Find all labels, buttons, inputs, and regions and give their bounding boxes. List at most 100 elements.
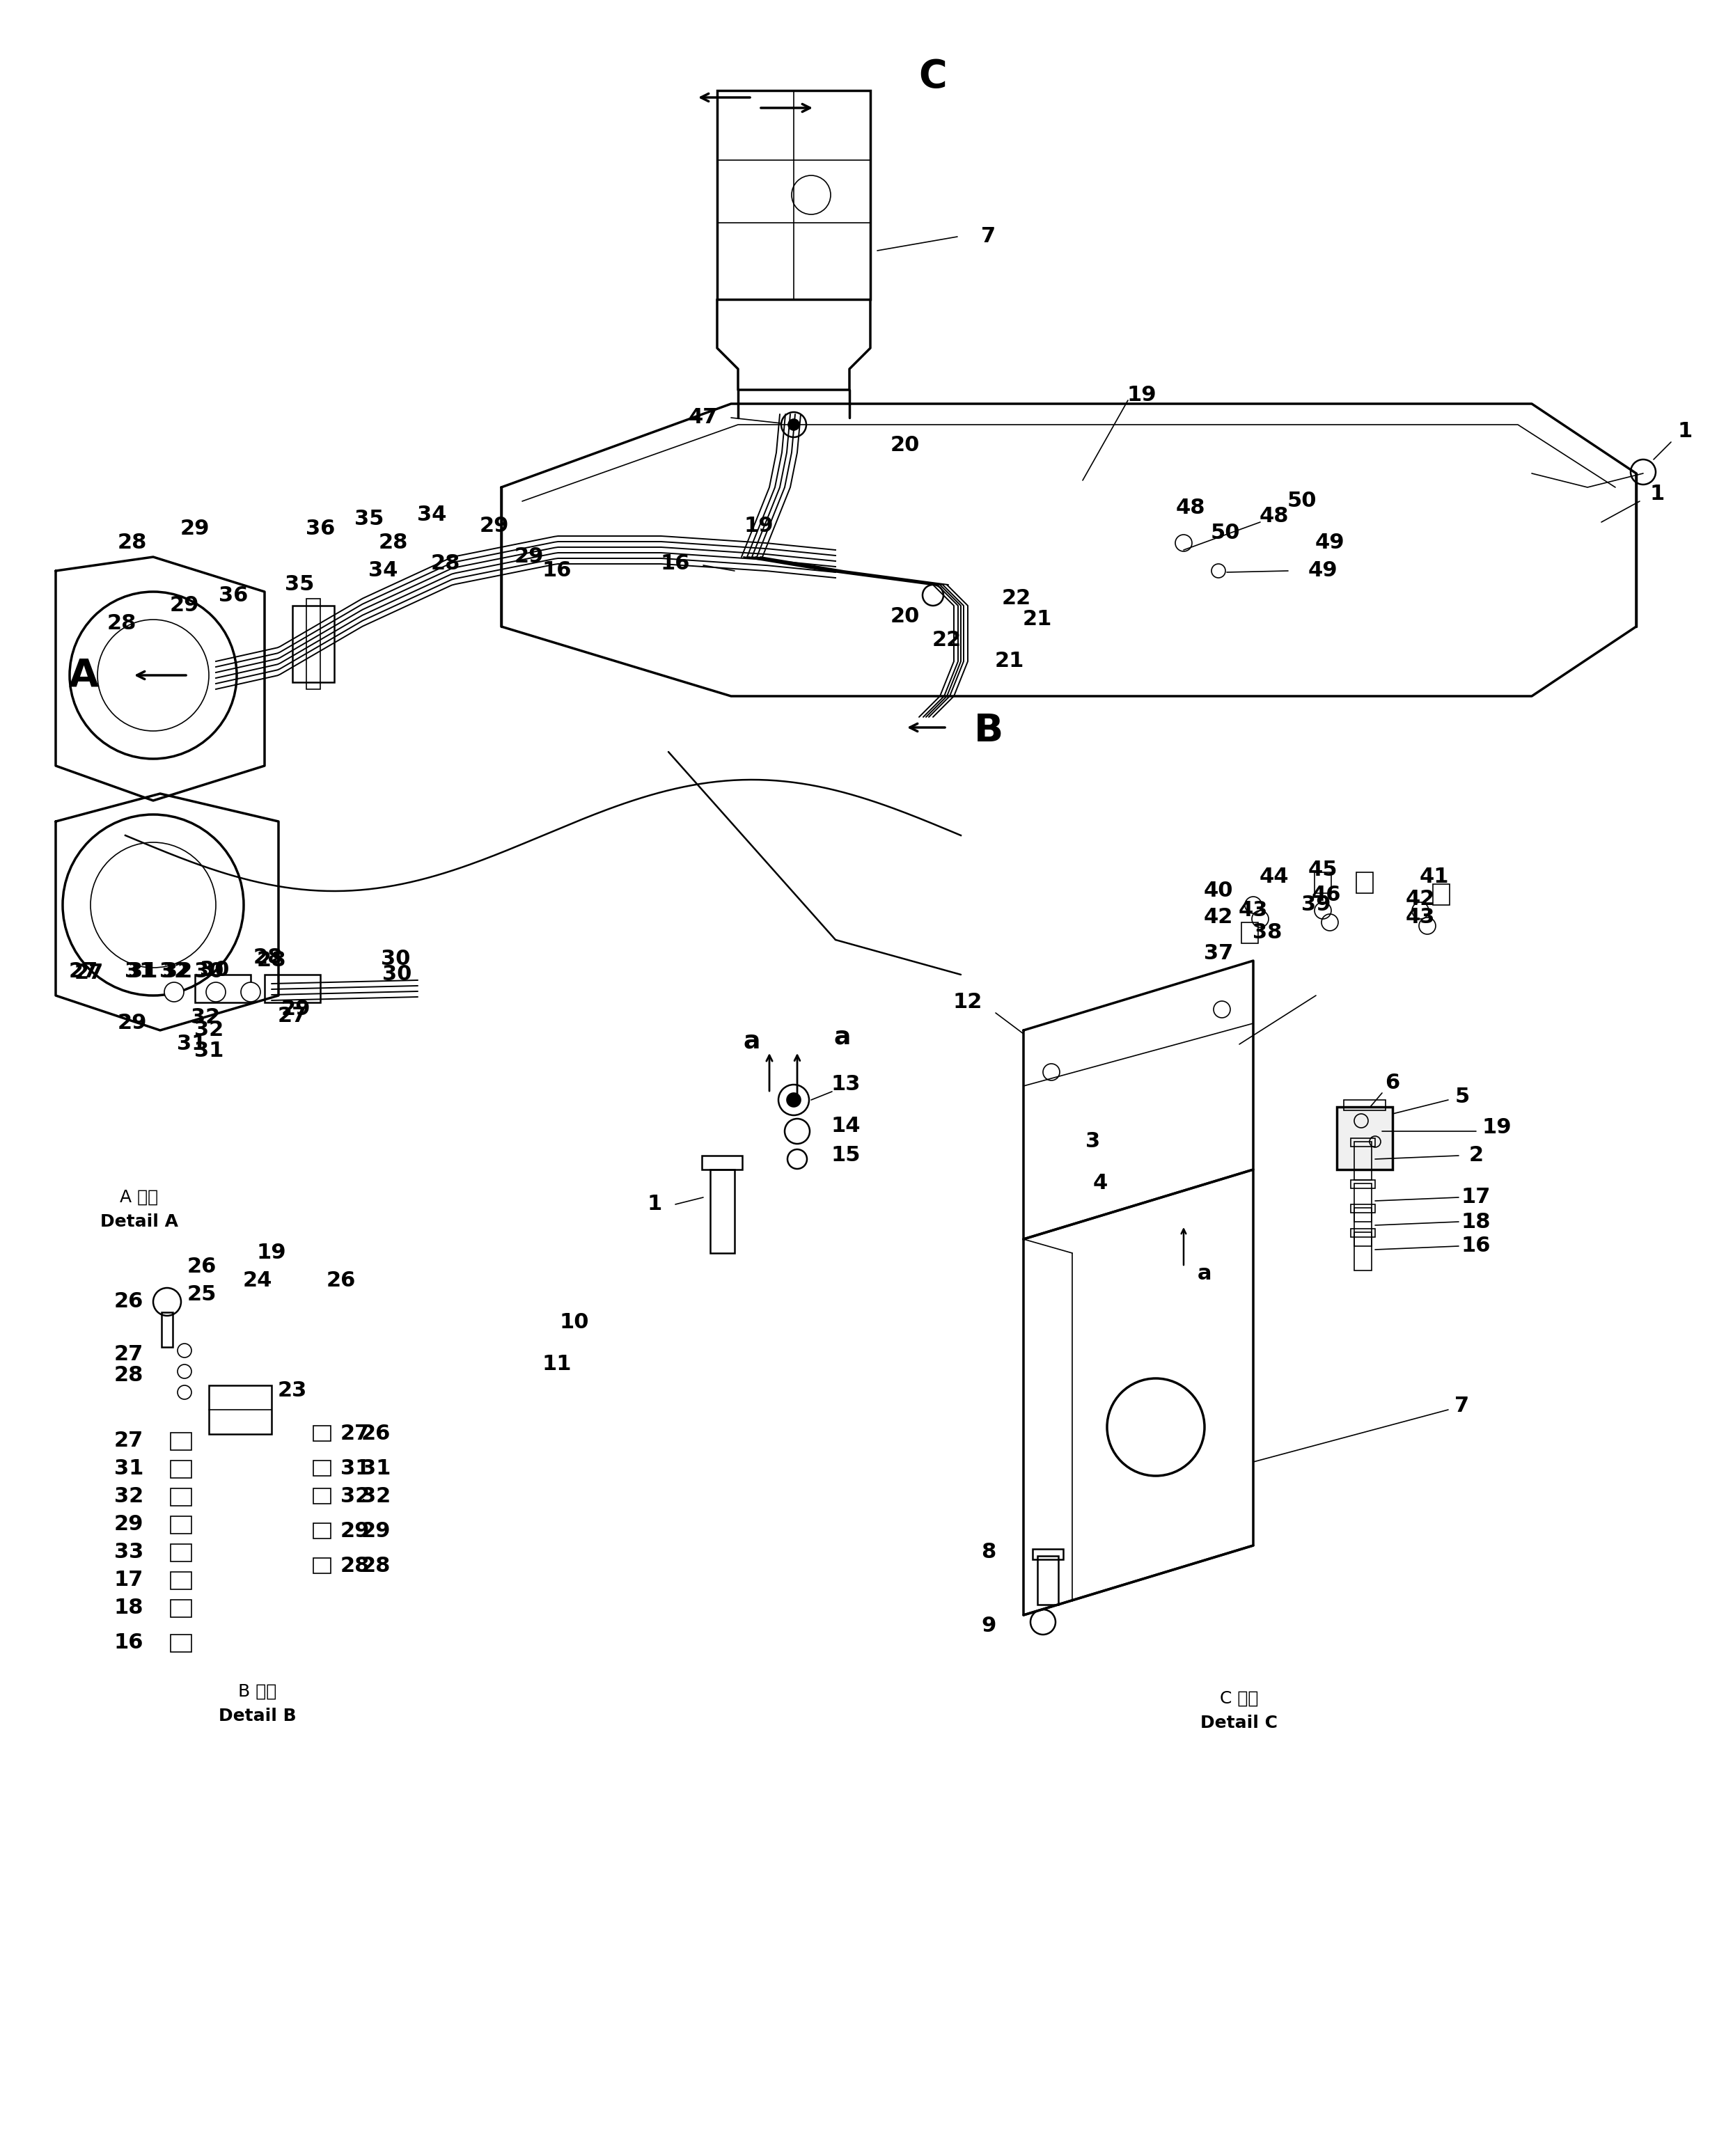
- Text: A 详图: A 详图: [120, 1190, 159, 1205]
- Text: 27: 27: [115, 1432, 144, 1451]
- Text: 22: 22: [932, 630, 961, 651]
- Text: 29: 29: [479, 515, 510, 535]
- Text: 19: 19: [1483, 1117, 1512, 1138]
- Text: 32: 32: [361, 1488, 390, 1507]
- Text: a: a: [744, 1028, 761, 1052]
- Bar: [1433, 884, 1450, 906]
- Text: 48: 48: [1176, 498, 1206, 517]
- Text: 26: 26: [115, 1291, 144, 1311]
- Bar: [171, 1516, 192, 1533]
- Text: 37: 37: [1204, 944, 1233, 964]
- Circle shape: [164, 983, 183, 1003]
- Text: 14: 14: [831, 1117, 860, 1136]
- Bar: [265, 975, 320, 1003]
- Bar: [1038, 1557, 1058, 1604]
- Bar: [195, 975, 251, 1003]
- Text: 21: 21: [995, 651, 1024, 671]
- Bar: [701, 1156, 742, 1169]
- Text: 42: 42: [1406, 888, 1435, 910]
- Circle shape: [1175, 535, 1192, 552]
- Text: 28: 28: [256, 951, 286, 970]
- Text: 30: 30: [381, 964, 412, 985]
- Bar: [171, 1460, 192, 1479]
- Text: 43: 43: [1406, 908, 1435, 927]
- Bar: [1354, 1233, 1371, 1270]
- Text: 27: 27: [115, 1343, 144, 1365]
- Bar: [1344, 1100, 1385, 1110]
- Text: 19: 19: [1127, 386, 1156, 405]
- Text: 4: 4: [1093, 1173, 1108, 1194]
- Text: C: C: [918, 58, 947, 95]
- Text: 39: 39: [1301, 895, 1330, 914]
- Text: 22: 22: [1002, 589, 1031, 608]
- Text: 20: 20: [891, 436, 920, 455]
- Text: 16: 16: [115, 1632, 144, 1654]
- Text: 30: 30: [200, 959, 229, 979]
- Text: 40: 40: [1204, 882, 1233, 901]
- Text: 13: 13: [831, 1074, 860, 1095]
- Text: 28: 28: [361, 1557, 390, 1576]
- Text: Detail C: Detail C: [1200, 1714, 1277, 1731]
- Text: 28: 28: [431, 554, 460, 573]
- Bar: [1354, 1184, 1371, 1222]
- Text: 28: 28: [115, 1365, 144, 1384]
- Text: 46: 46: [1312, 884, 1341, 906]
- Text: 35: 35: [284, 576, 315, 595]
- Text: 41: 41: [1419, 867, 1448, 888]
- Text: 32: 32: [159, 962, 188, 981]
- Text: 2: 2: [1469, 1145, 1483, 1166]
- Bar: [171, 1634, 192, 1651]
- Text: Detail B: Detail B: [219, 1708, 296, 1725]
- Bar: [306, 599, 320, 690]
- Text: 50: 50: [1288, 492, 1317, 511]
- Text: 29: 29: [169, 595, 200, 617]
- Text: 28: 28: [253, 946, 282, 968]
- Text: B 详图: B 详图: [238, 1684, 277, 1701]
- Text: 23: 23: [277, 1380, 308, 1401]
- Text: 31: 31: [361, 1460, 390, 1479]
- Bar: [1351, 1229, 1375, 1238]
- Circle shape: [787, 1093, 800, 1106]
- Text: 29: 29: [180, 520, 210, 539]
- Bar: [313, 1460, 330, 1477]
- Text: 25: 25: [186, 1285, 217, 1304]
- Bar: [313, 1522, 330, 1539]
- Text: B: B: [975, 711, 1004, 750]
- Bar: [716, 91, 870, 300]
- Text: 29: 29: [118, 1013, 147, 1033]
- Text: 31: 31: [340, 1460, 369, 1479]
- Text: Detail A: Detail A: [101, 1214, 178, 1231]
- Text: 28: 28: [378, 533, 409, 554]
- Text: 34: 34: [417, 505, 446, 526]
- Text: 29: 29: [515, 548, 544, 567]
- Text: 17: 17: [115, 1570, 144, 1591]
- Bar: [313, 1488, 330, 1503]
- Text: 3: 3: [1086, 1132, 1101, 1151]
- Text: 12: 12: [952, 992, 983, 1013]
- Bar: [313, 1559, 330, 1574]
- Bar: [313, 1425, 330, 1440]
- Text: 18: 18: [1462, 1212, 1491, 1231]
- Text: C 详图: C 详图: [1219, 1690, 1259, 1708]
- Text: 49: 49: [1308, 561, 1337, 580]
- Bar: [171, 1572, 192, 1589]
- Bar: [710, 1169, 735, 1253]
- Bar: [209, 1386, 272, 1434]
- Text: 7: 7: [1455, 1397, 1469, 1416]
- Text: 15: 15: [831, 1145, 860, 1166]
- Text: 32: 32: [340, 1488, 369, 1507]
- Text: 30: 30: [381, 949, 410, 970]
- Text: 1: 1: [1650, 485, 1664, 505]
- Bar: [292, 606, 333, 681]
- Circle shape: [241, 983, 260, 1003]
- Text: 31: 31: [125, 962, 154, 981]
- Circle shape: [778, 1084, 809, 1115]
- Text: 48: 48: [1259, 507, 1289, 526]
- Bar: [171, 1544, 192, 1561]
- Text: 18: 18: [115, 1598, 144, 1619]
- Text: 5: 5: [1455, 1087, 1469, 1106]
- Text: 32: 32: [192, 1007, 221, 1028]
- Bar: [171, 1600, 192, 1617]
- Text: 27: 27: [68, 962, 97, 981]
- Text: 28: 28: [118, 533, 147, 554]
